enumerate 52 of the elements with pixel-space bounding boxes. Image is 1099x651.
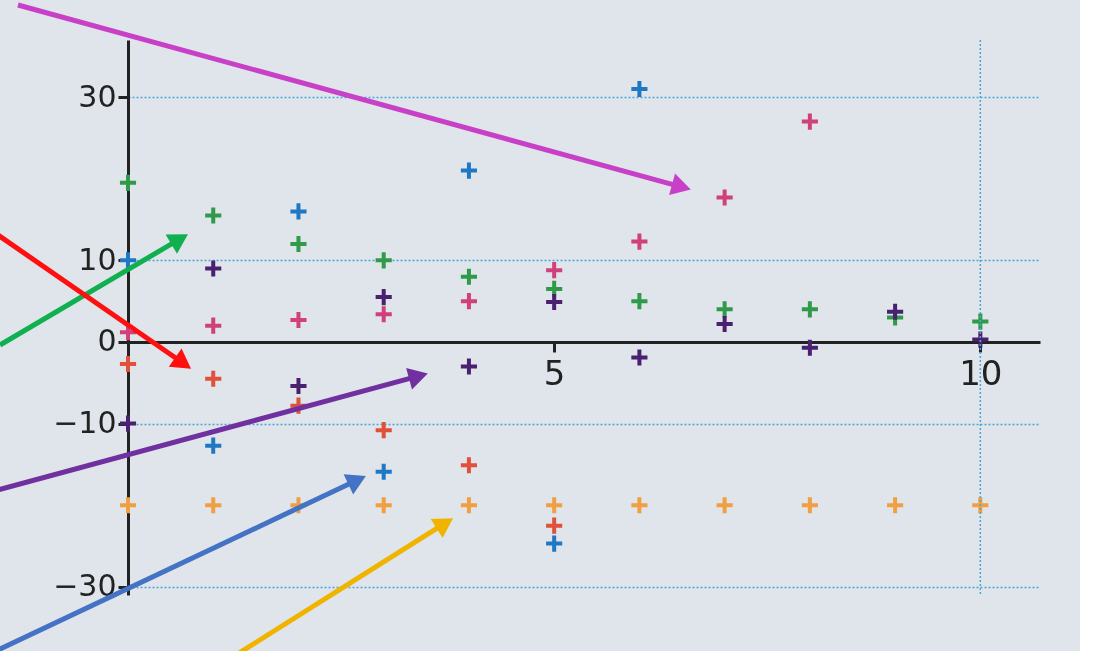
point xyxy=(544,495,565,516)
y-tick-label: −10 xyxy=(53,405,117,441)
point xyxy=(458,356,479,377)
point xyxy=(544,260,565,281)
point xyxy=(544,533,565,554)
y-tick-label: 0 xyxy=(97,323,117,359)
point xyxy=(373,461,394,482)
point xyxy=(373,420,394,441)
point xyxy=(799,299,820,320)
x-tick-label: 5 xyxy=(543,353,566,394)
point xyxy=(117,413,139,434)
y-tick-label: −30 xyxy=(53,568,117,604)
point xyxy=(288,233,309,255)
point xyxy=(117,495,139,516)
point xyxy=(629,231,650,252)
point xyxy=(288,309,309,331)
point xyxy=(458,291,479,312)
point xyxy=(373,304,394,325)
point xyxy=(373,250,394,271)
point xyxy=(288,201,309,222)
point xyxy=(629,347,650,368)
point xyxy=(203,315,224,336)
point xyxy=(799,111,820,132)
point xyxy=(203,495,224,516)
point xyxy=(117,172,139,193)
point xyxy=(203,205,224,226)
point xyxy=(203,368,224,389)
point xyxy=(629,495,650,516)
point xyxy=(458,495,479,516)
point xyxy=(714,313,735,335)
point xyxy=(885,495,906,516)
point xyxy=(629,78,650,100)
point xyxy=(799,337,820,358)
point xyxy=(117,353,139,375)
y-tick-label: 30 xyxy=(78,78,117,114)
point xyxy=(458,266,479,287)
y-tick-label: 10 xyxy=(78,241,117,277)
point xyxy=(458,455,479,476)
point xyxy=(203,258,224,279)
point xyxy=(117,250,139,271)
point xyxy=(714,187,735,208)
point xyxy=(458,160,479,181)
point xyxy=(714,495,735,516)
point xyxy=(288,376,309,397)
point xyxy=(203,435,224,456)
point xyxy=(373,495,394,516)
point xyxy=(799,495,820,516)
point xyxy=(373,287,394,308)
point xyxy=(544,291,565,313)
point xyxy=(885,301,906,322)
point xyxy=(544,515,565,536)
point xyxy=(629,291,650,312)
